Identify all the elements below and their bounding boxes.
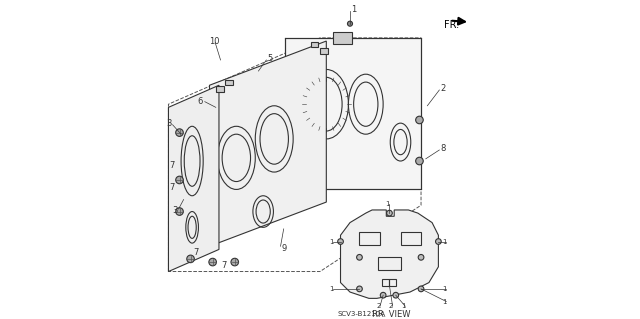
- Text: 2: 2: [440, 84, 445, 93]
- Text: 3: 3: [172, 206, 178, 215]
- Text: 3: 3: [166, 119, 172, 128]
- Circle shape: [176, 129, 183, 137]
- Text: RR. VIEW: RR. VIEW: [372, 310, 411, 319]
- Circle shape: [338, 239, 344, 244]
- Circle shape: [380, 293, 386, 298]
- Text: 1: 1: [329, 286, 333, 292]
- Circle shape: [187, 255, 195, 263]
- Bar: [390, 279, 396, 286]
- Text: 1: 1: [351, 5, 357, 14]
- Circle shape: [418, 255, 424, 260]
- Bar: [225, 79, 233, 85]
- Circle shape: [415, 157, 423, 165]
- Polygon shape: [168, 85, 219, 271]
- Text: 7: 7: [169, 183, 175, 192]
- Bar: [360, 232, 380, 245]
- Bar: [333, 32, 351, 44]
- Text: 7: 7: [221, 261, 227, 270]
- Bar: [320, 48, 328, 54]
- Text: 1: 1: [386, 201, 390, 207]
- Polygon shape: [285, 38, 421, 189]
- Text: FR.: FR.: [444, 20, 460, 30]
- Text: 10: 10: [209, 37, 220, 46]
- Bar: [381, 279, 388, 286]
- Text: SCV3-B1210A: SCV3-B1210A: [337, 311, 385, 317]
- Circle shape: [418, 286, 424, 292]
- Text: 9: 9: [282, 244, 287, 253]
- Text: 1: 1: [442, 299, 447, 305]
- Text: 7: 7: [194, 248, 199, 257]
- Circle shape: [415, 116, 423, 124]
- Polygon shape: [209, 41, 326, 246]
- Circle shape: [393, 293, 399, 298]
- Circle shape: [348, 21, 353, 26]
- Bar: [310, 42, 319, 47]
- Text: 1: 1: [442, 286, 447, 292]
- Bar: [378, 257, 401, 270]
- Text: 1: 1: [401, 303, 406, 309]
- Text: 1: 1: [442, 239, 447, 245]
- Circle shape: [356, 255, 362, 260]
- Text: 8: 8: [440, 144, 445, 153]
- Text: 7: 7: [169, 161, 175, 170]
- Text: 2: 2: [376, 303, 381, 309]
- Circle shape: [231, 258, 239, 266]
- Bar: [216, 86, 224, 92]
- Text: 5: 5: [268, 54, 273, 63]
- Circle shape: [176, 176, 183, 184]
- Bar: [401, 232, 421, 245]
- Circle shape: [209, 258, 216, 266]
- Text: 2: 2: [389, 303, 393, 309]
- Text: 6: 6: [198, 97, 203, 106]
- Polygon shape: [340, 210, 438, 298]
- Circle shape: [436, 239, 441, 244]
- Circle shape: [176, 208, 183, 215]
- Circle shape: [387, 210, 392, 216]
- Circle shape: [356, 286, 362, 292]
- Text: 1: 1: [329, 239, 333, 245]
